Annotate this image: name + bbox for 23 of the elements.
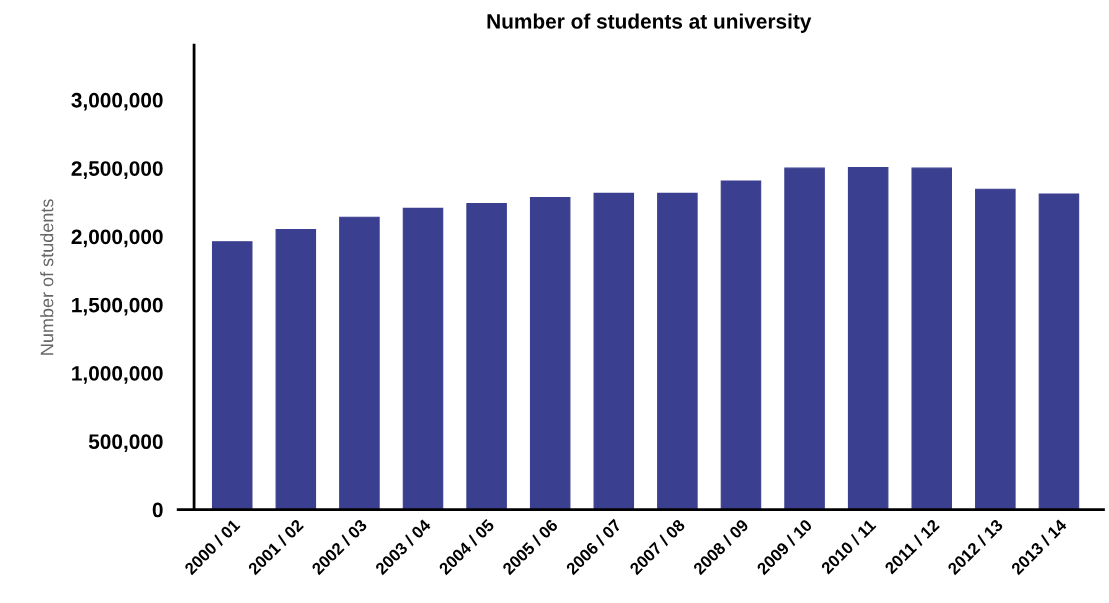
y-tick-label: 0 [152, 502, 163, 518]
chart-title: Number of students at university [487, 13, 812, 33]
bar [784, 167, 825, 510]
bar [211, 241, 253, 510]
y-axis-title: Number of students [40, 199, 54, 355]
bar [402, 207, 444, 510]
bar [657, 192, 698, 510]
bar [466, 203, 507, 510]
y-tick-label: 2,500,000 [71, 161, 163, 179]
bar [975, 188, 1016, 510]
bar [1038, 193, 1080, 510]
y-tick-label: 500,000 [88, 434, 163, 453]
y-tick-label: 2,000,000 [71, 229, 163, 248]
y-tick-label: 1,500,000 [72, 297, 163, 316]
y-tick-label: 3,000,000 [71, 92, 163, 111]
y-tick-label: 1,000,000 [72, 365, 163, 384]
bar [275, 229, 317, 510]
bar [593, 192, 635, 510]
bar [911, 167, 953, 510]
bar [720, 180, 762, 510]
bar [529, 196, 571, 510]
bar [847, 166, 889, 510]
bar [339, 216, 380, 510]
